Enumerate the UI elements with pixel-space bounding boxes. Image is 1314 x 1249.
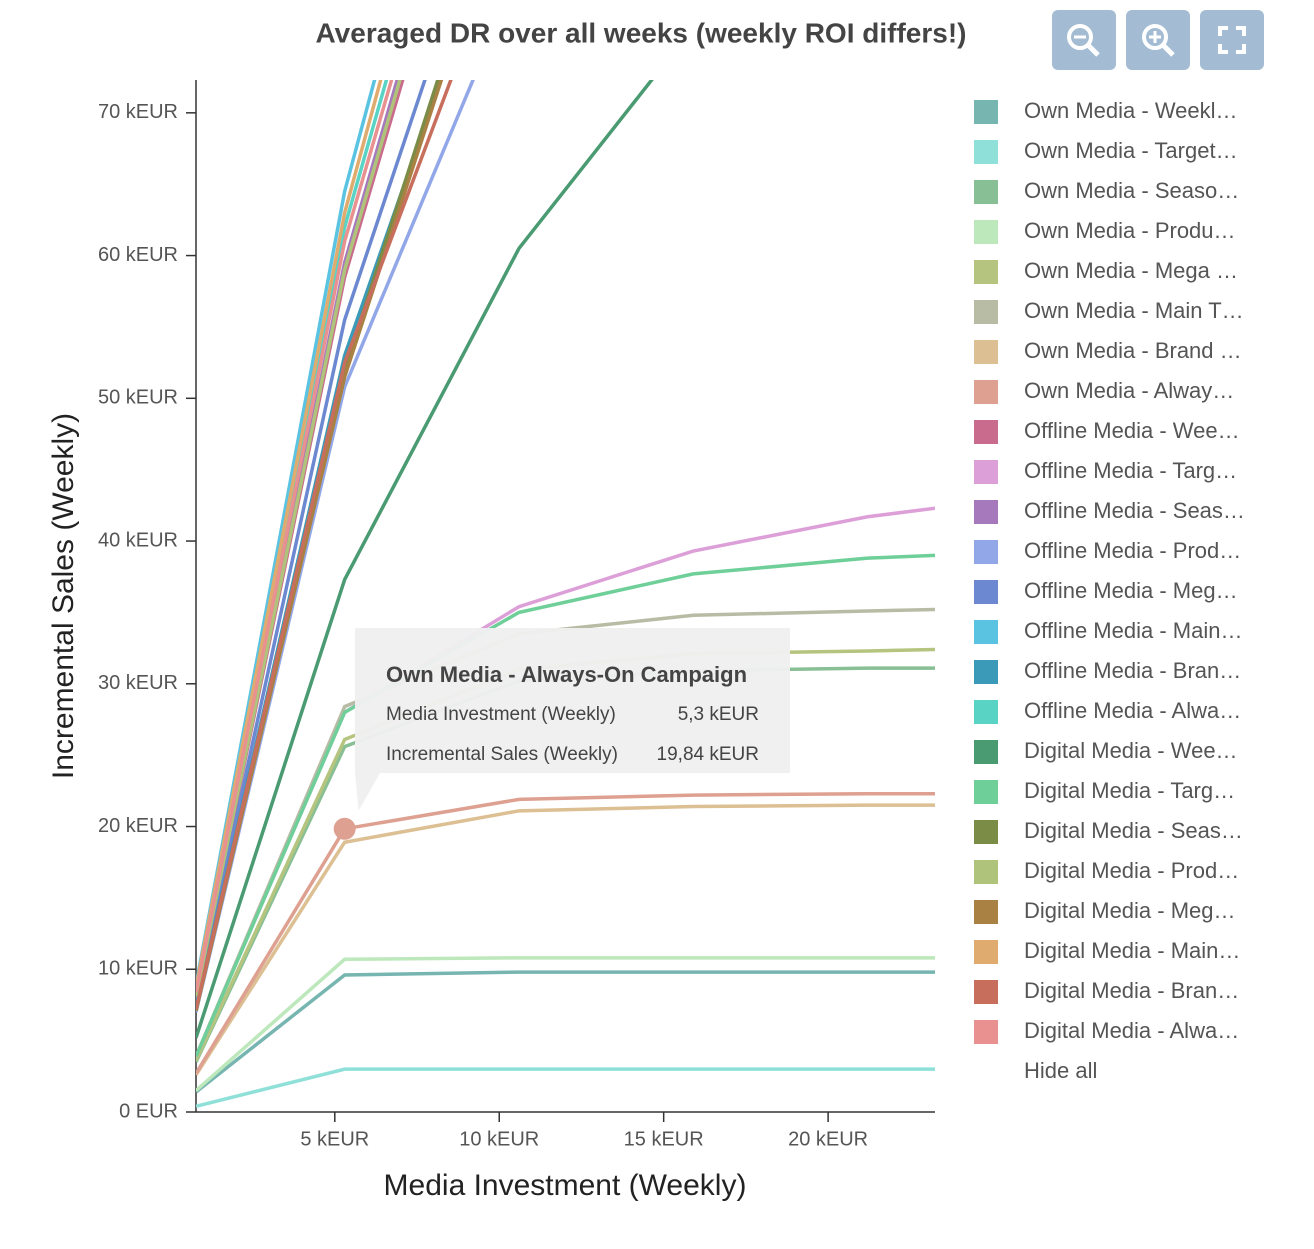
legend-label: Offline Media - Targ… (1024, 458, 1237, 483)
series-line (196, 80, 453, 1010)
series-line (196, 1067, 935, 1108)
legend-swatch (974, 620, 998, 644)
legend-swatch (974, 540, 998, 564)
legend-swatch (974, 660, 998, 684)
legend-label: Offline Media - Seas… (1024, 498, 1245, 523)
y-tick-label: 40 kEUR (98, 529, 178, 551)
legend-swatch (974, 180, 998, 204)
highlight-point (333, 817, 356, 840)
series-line (196, 80, 383, 989)
series-line (196, 970, 935, 1094)
y-tick-label: 10 kEUR (98, 958, 178, 980)
x-tick-label: 10 kEUR (459, 1128, 539, 1150)
legend-label: Digital Media - Targ… (1024, 778, 1235, 803)
legend-label: Own Media - Brand … (1024, 338, 1242, 363)
x-axis-title: Media Investment (Weekly) (384, 1169, 747, 1202)
zoom-in-button[interactable] (1126, 10, 1190, 70)
legend-label: Own Media - Main T… (1024, 298, 1244, 323)
legend-swatch (974, 820, 998, 844)
legend-label: Digital Media - Bran… (1024, 978, 1239, 1003)
x-tick-label: 5 kEUR (300, 1128, 369, 1150)
legend-label: Offline Media - Meg… (1024, 578, 1238, 603)
legend-label: Own Media - Seaso… (1024, 178, 1239, 203)
series-line (196, 607, 935, 1058)
legend-label: Offline Media - Wee… (1024, 418, 1240, 443)
legend-swatch (974, 740, 998, 764)
tooltip-title: Own Media - Always-On Campaign (386, 662, 747, 687)
series-line (196, 956, 935, 1092)
tooltip-value: 5,3 kEUR (678, 704, 759, 725)
y-tick-label: 60 kEUR (98, 244, 178, 266)
x-tick-label: 15 kEUR (624, 1128, 704, 1150)
series-line (196, 80, 427, 1004)
series-line (196, 80, 394, 993)
legend-label: Own Media - Alway… (1024, 378, 1234, 403)
legend-swatch (974, 420, 998, 444)
legend-swatch (974, 260, 998, 284)
legend-label: Offline Media - Prod… (1024, 538, 1241, 563)
legend-swatch (974, 700, 998, 724)
series-line (196, 80, 389, 990)
legend-label: Offline Media - Main… (1024, 618, 1242, 643)
legend-swatch (974, 300, 998, 324)
y-tick-label: 0 EUR (119, 1100, 178, 1122)
legend-swatch (974, 340, 998, 364)
legend-swatch (974, 220, 998, 244)
series-line (196, 803, 935, 1076)
series-line (196, 80, 377, 986)
series-line (196, 80, 444, 1012)
legend-label: Own Media - Mega … (1024, 258, 1238, 283)
y-tick-label: 20 kEUR (98, 815, 178, 837)
legend-swatch (974, 860, 998, 884)
legend-swatch (974, 580, 998, 604)
x-tick-label: 20 kEUR (788, 1128, 868, 1150)
legend-swatch (974, 940, 998, 964)
tooltip-value: 19,84 kEUR (657, 744, 759, 765)
zoom-out-button[interactable] (1052, 10, 1116, 70)
y-tick-label: 30 kEUR (98, 672, 178, 694)
legend-label: Offline Media - Alwa… (1024, 698, 1241, 723)
y-tick-label: 70 kEUR (98, 101, 178, 123)
legend-swatch (974, 900, 998, 924)
series-line (196, 791, 935, 1075)
tooltip-box (355, 628, 790, 811)
legend-label: Digital Media - Wee… (1024, 738, 1238, 763)
legend-swatch (974, 380, 998, 404)
legend-hide-all[interactable]: Hide all (1024, 1058, 1097, 1083)
legend-label: Digital Media - Alwa… (1024, 1018, 1239, 1043)
legend-label: Offline Media - Bran… (1024, 658, 1241, 683)
series-line (196, 506, 935, 1058)
legend-swatch (974, 980, 998, 1004)
tooltip-label: Incremental Sales (Weekly) (386, 744, 618, 765)
legend-label: Own Media - Target… (1024, 138, 1238, 163)
legend-label: Own Media - Weekl… (1024, 98, 1238, 123)
legend-swatch (974, 1020, 998, 1044)
legend-swatch (974, 500, 998, 524)
series-line (196, 80, 443, 1009)
fullscreen-button[interactable] (1200, 10, 1264, 70)
legend-label: Digital Media - Prod… (1024, 858, 1239, 883)
y-axis-title: Incremental Sales (Weekly) (47, 413, 80, 779)
legend-swatch (974, 140, 998, 164)
series-line (196, 80, 402, 997)
chart-title: Averaged DR over all weeks (weekly ROI d… (316, 17, 967, 48)
legend-label: Own Media - Produ… (1024, 218, 1236, 243)
legend-swatch (974, 460, 998, 484)
legend-swatch (974, 100, 998, 124)
tooltip-label: Media Investment (Weekly) (386, 704, 616, 725)
series-line (196, 80, 475, 1013)
legend-label: Digital Media - Meg… (1024, 898, 1236, 923)
series-line (196, 553, 935, 1058)
plot-lines (196, 80, 935, 1108)
legend-swatch (974, 780, 998, 804)
series-line (196, 80, 440, 1012)
legend-label: Digital Media - Main… (1024, 938, 1240, 963)
legend-label: Digital Media - Seas… (1024, 818, 1243, 843)
y-tick-label: 50 kEUR (98, 387, 178, 409)
series-line (196, 80, 654, 1039)
